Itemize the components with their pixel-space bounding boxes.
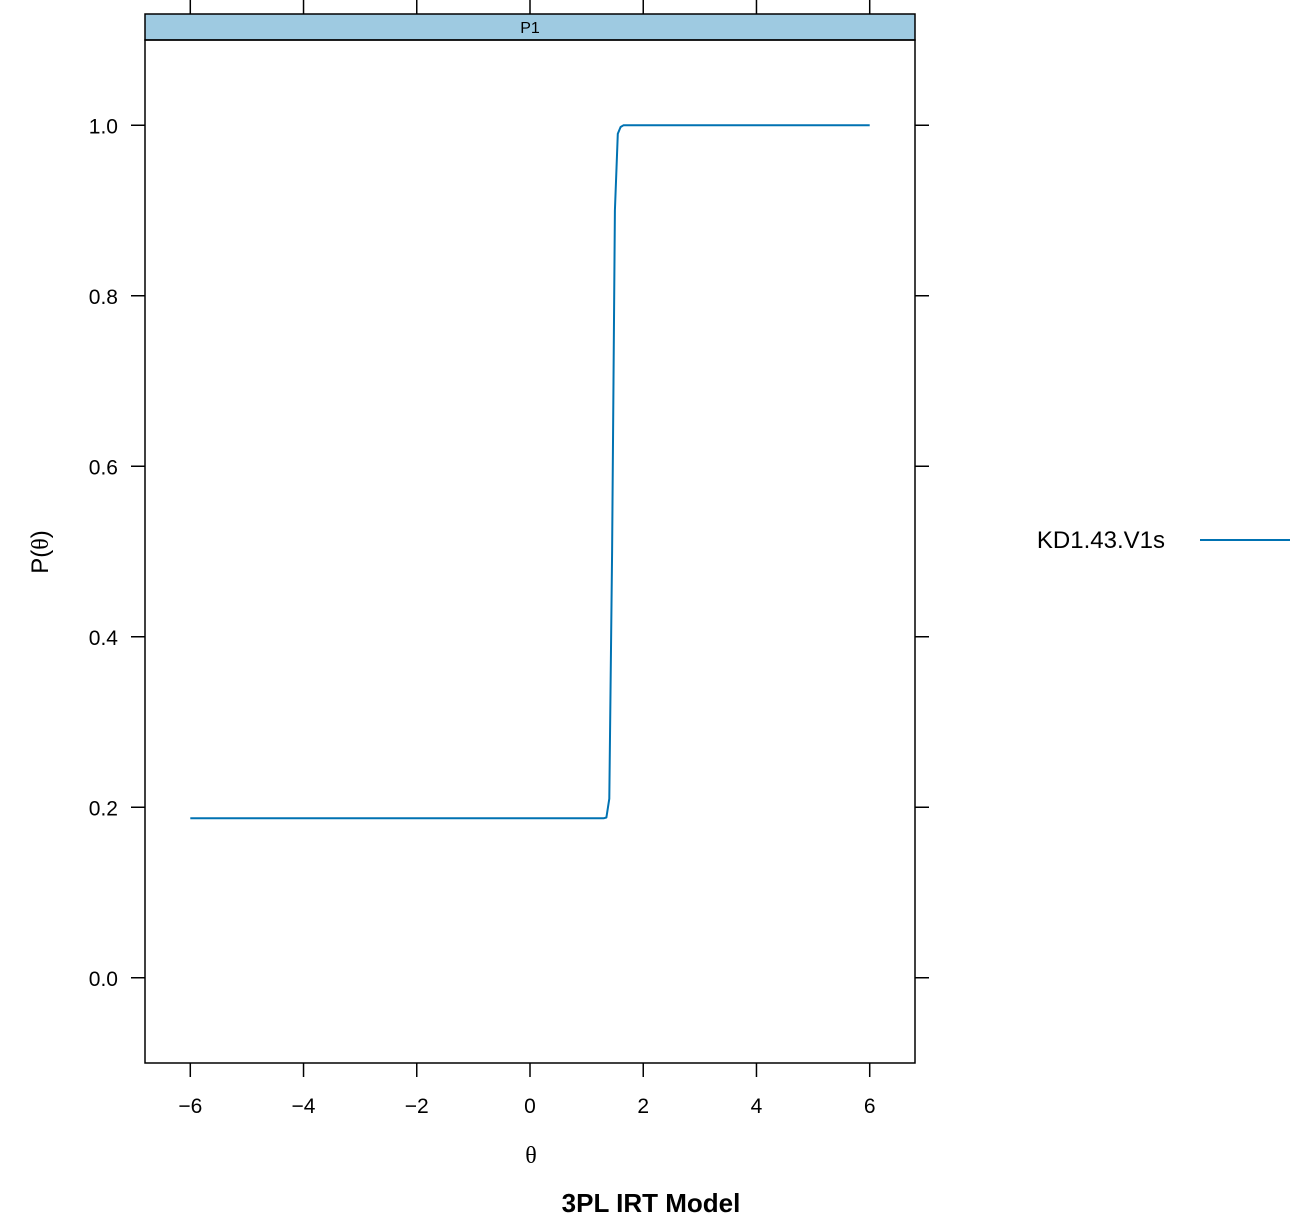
y-axis-title-suffix: )	[27, 530, 54, 538]
y-tick-label: 0.0	[89, 968, 118, 991]
x-axis-title: θ	[525, 1143, 537, 1169]
x-axis: −6 −4 −2 0 2 4 6	[178, 0, 876, 1118]
panel-strip-label: P1	[520, 20, 540, 37]
x-tick-label: 2	[637, 1095, 649, 1118]
x-tick-label: −6	[178, 1095, 202, 1118]
x-tick-label: 4	[751, 1095, 763, 1118]
y-tick-label: 1.0	[89, 115, 118, 138]
y-axis-title-prefix: P(	[27, 550, 54, 574]
chart-caption: 3PL IRT Model	[562, 1188, 741, 1218]
y-axis-title: P(θ)	[27, 530, 54, 574]
legend-label: KD1.43.V1s	[1037, 527, 1165, 554]
series-layer	[190, 124, 870, 820]
panel-strip	[144, 13, 916, 41]
x-tick-label: 0	[524, 1095, 536, 1118]
y-tick-label: 0.2	[89, 797, 118, 820]
y-tick-label: 0.6	[89, 456, 118, 479]
y-tick-label: 0.8	[89, 286, 118, 309]
x-tick-label: 6	[864, 1095, 876, 1118]
series-line	[190, 124, 870, 820]
y-tick-label: 0.4	[89, 627, 119, 650]
y-axis: 0.0 0.2 0.4 0.6 0.8 1.0	[89, 115, 929, 991]
y-axis-title-symbol: θ	[28, 538, 54, 550]
plot-area	[144, 39, 916, 1064]
legend: KD1.43.V1s	[1037, 527, 1290, 554]
x-tick-label: −2	[405, 1095, 429, 1118]
x-tick-label: −4	[292, 1095, 316, 1118]
